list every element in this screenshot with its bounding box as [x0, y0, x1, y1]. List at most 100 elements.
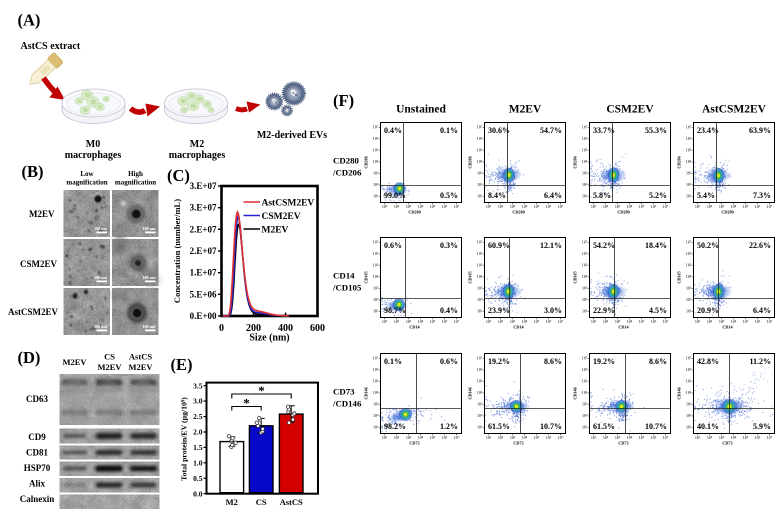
svg-text:CD14: CD14	[333, 271, 355, 281]
svg-text:10²: 10²	[477, 413, 483, 418]
svg-text:(D): (D)	[18, 348, 41, 367]
svg-text:10⁶: 10⁶	[373, 251, 379, 256]
svg-text:1.0: 1.0	[193, 458, 203, 467]
svg-text:10⁶: 10⁶	[582, 136, 588, 141]
svg-text:10²: 10²	[477, 182, 483, 187]
svg-text:5.8%: 5.8%	[593, 191, 611, 200]
svg-text:Unstained: Unstained	[396, 104, 446, 116]
svg-text:2.0: 2.0	[193, 428, 203, 437]
svg-text:600: 600	[310, 323, 325, 334]
svg-text:M2EV: M2EV	[262, 226, 289, 236]
svg-text:10¹: 10¹	[591, 435, 597, 440]
svg-text:19.2%: 19.2%	[488, 357, 510, 366]
svg-text:10²: 10²	[373, 413, 379, 418]
svg-text:10²: 10²	[394, 204, 400, 209]
svg-text:(E): (E)	[171, 355, 193, 374]
svg-text:22.6%: 22.6%	[749, 241, 771, 250]
svg-text:40.1%: 40.1%	[697, 422, 719, 431]
svg-text:CS: CS	[104, 352, 115, 362]
svg-text:10⁵: 10⁵	[743, 319, 749, 324]
svg-text:0.5%: 0.5%	[440, 191, 458, 200]
svg-text:10²: 10²	[498, 319, 504, 324]
svg-text:6.4%: 6.4%	[544, 191, 562, 200]
svg-text:10²: 10²	[686, 182, 692, 187]
svg-text:10¹: 10¹	[382, 319, 388, 324]
svg-text:10²: 10²	[582, 182, 588, 187]
svg-text:10⁴: 10⁴	[522, 319, 528, 324]
svg-text:*: *	[258, 383, 265, 398]
svg-text:55.3%: 55.3%	[645, 126, 667, 135]
svg-text:CD63: CD63	[26, 394, 48, 404]
svg-text:5.9%: 5.9%	[753, 422, 771, 431]
svg-text:AstCS extract: AstCS extract	[21, 41, 81, 52]
svg-text:CD73: CD73	[722, 441, 732, 446]
svg-text:10⁵: 10⁵	[582, 263, 588, 268]
svg-text:10⁴: 10⁴	[373, 390, 379, 395]
svg-text:10⁵: 10⁵	[686, 148, 692, 153]
svg-text:10⁵: 10⁵	[430, 319, 436, 324]
svg-text:3.0: 3.0	[193, 397, 203, 406]
svg-text:(B): (B)	[22, 162, 44, 181]
svg-text:10¹: 10¹	[591, 204, 597, 209]
svg-text:10⁷: 10⁷	[767, 435, 773, 440]
svg-text:10³: 10³	[510, 204, 516, 209]
svg-text:(A): (A)	[18, 11, 41, 30]
svg-text:10⁵: 10⁵	[373, 263, 379, 268]
svg-text:10¹: 10¹	[695, 204, 701, 209]
svg-text:6.4%: 6.4%	[753, 306, 771, 315]
svg-text:10³: 10³	[719, 435, 725, 440]
svg-text:Calnexin: Calnexin	[20, 494, 55, 504]
svg-text:10³: 10³	[373, 171, 379, 176]
svg-text:1.E+07: 1.E+07	[190, 268, 217, 278]
svg-text:10²: 10²	[498, 204, 504, 209]
svg-text:CD105: CD105	[677, 271, 682, 283]
svg-text:10⁵: 10⁵	[477, 263, 483, 268]
svg-text:10⁶: 10⁶	[546, 319, 552, 324]
svg-text:10⁷: 10⁷	[373, 240, 379, 245]
svg-text:10⁷: 10⁷	[373, 125, 379, 130]
svg-text:/CD146: /CD146	[332, 399, 362, 409]
svg-text:10⁴: 10⁴	[582, 390, 588, 395]
svg-text:10³: 10³	[686, 171, 692, 176]
svg-text:1.2%: 1.2%	[440, 422, 458, 431]
svg-text:0.4%: 0.4%	[440, 306, 458, 315]
svg-text:10³: 10³	[406, 435, 412, 440]
svg-text:10³: 10³	[686, 286, 692, 291]
svg-text:10⁶: 10⁶	[442, 319, 448, 324]
svg-text:10⁶: 10⁶	[442, 435, 448, 440]
svg-text:10³: 10³	[615, 435, 621, 440]
svg-text:99.0%: 99.0%	[384, 191, 406, 200]
svg-text:CD73: CD73	[333, 387, 355, 397]
svg-text:10⁴: 10⁴	[731, 319, 737, 324]
svg-text:10⁴: 10⁴	[582, 159, 588, 164]
svg-text:10⁷: 10⁷	[582, 356, 588, 361]
svg-text:10⁴: 10⁴	[373, 159, 379, 164]
svg-text:10⁵: 10⁵	[373, 379, 379, 384]
svg-text:CD73: CD73	[409, 441, 419, 446]
svg-text:10¹: 10¹	[582, 425, 588, 430]
svg-text:10³: 10³	[719, 319, 725, 324]
svg-text:8.4%: 8.4%	[488, 191, 506, 200]
svg-text:19.2%: 19.2%	[593, 357, 615, 366]
svg-text:10⁴: 10⁴	[627, 319, 633, 324]
svg-text:CD14: CD14	[513, 325, 524, 330]
svg-text:10⁶: 10⁶	[582, 251, 588, 256]
svg-text:10⁷: 10⁷	[686, 240, 692, 245]
svg-text:10⁶: 10⁶	[546, 435, 552, 440]
svg-text:Concentration (number/mL): Concentration (number/mL)	[172, 199, 182, 303]
svg-text:22.9%: 22.9%	[593, 306, 615, 315]
svg-text:CD280: CD280	[512, 210, 524, 215]
svg-text:magnification: magnification	[66, 179, 107, 187]
svg-text:(F): (F)	[333, 91, 354, 110]
svg-text:10⁵: 10⁵	[582, 379, 588, 384]
svg-text:CD280: CD280	[333, 156, 360, 166]
svg-text:10²: 10²	[477, 297, 483, 302]
svg-text:60.9%: 60.9%	[488, 241, 510, 250]
svg-text:CSM2EV: CSM2EV	[262, 212, 301, 222]
svg-text:100 nm: 100 nm	[142, 324, 156, 329]
svg-text:magnification: magnification	[115, 179, 156, 187]
svg-text:63.9%: 63.9%	[749, 126, 771, 135]
svg-text:10⁵: 10⁵	[639, 435, 645, 440]
svg-text:10⁴: 10⁴	[627, 435, 633, 440]
svg-text:10³: 10³	[373, 286, 379, 291]
